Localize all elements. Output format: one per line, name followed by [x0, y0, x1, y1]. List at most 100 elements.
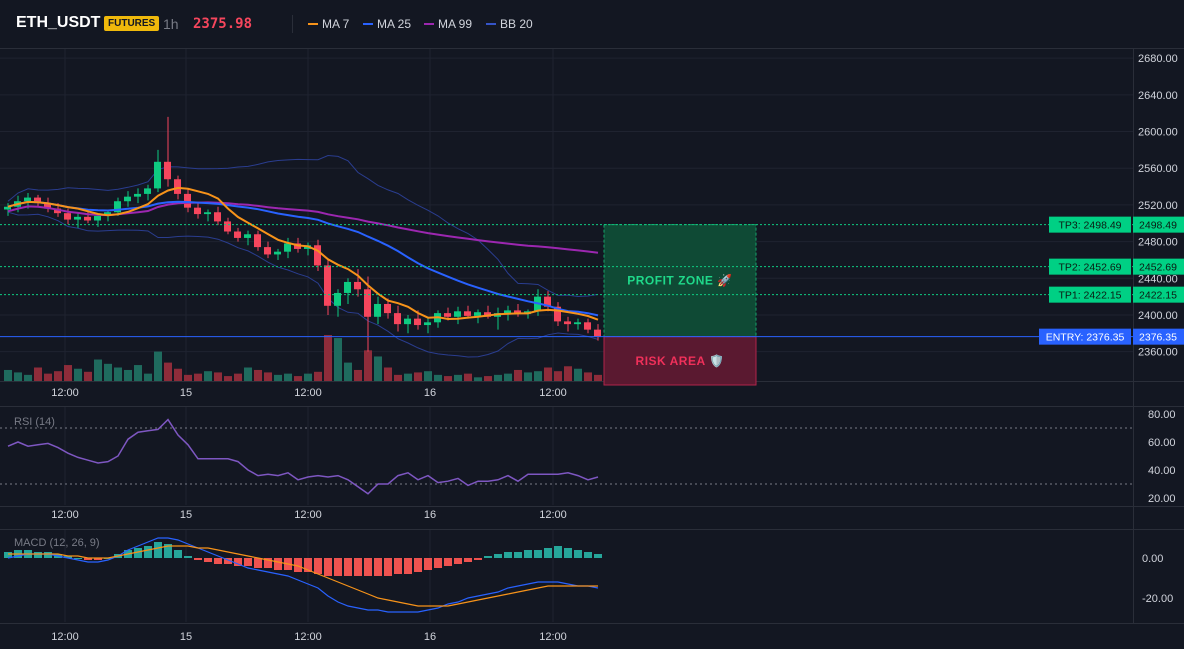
moving-averages	[7, 186, 599, 321]
level-tag-2: TP1: 2422.15	[1058, 290, 1121, 302]
candle-body	[94, 215, 101, 221]
time-tick-2-2: 12:00	[294, 631, 322, 643]
bb-lower	[7, 211, 599, 358]
level-axis-bg-1	[1133, 258, 1184, 275]
time-tick-2-3: 16	[424, 631, 436, 643]
timeframe-label[interactable]: 1h	[163, 16, 179, 32]
volume-bar	[174, 368, 182, 381]
volume-bar	[554, 371, 562, 381]
macd-hist-bar	[494, 554, 502, 558]
bb-upper	[7, 154, 599, 298]
volume-bar	[304, 373, 312, 381]
time-tick-0-4: 12:00	[539, 387, 567, 399]
candle-body	[414, 318, 421, 326]
rsi-pane-bottom	[0, 506, 1184, 507]
candle-body	[34, 197, 41, 204]
legend-label-ma99: MA 99	[438, 17, 473, 31]
candle-body	[444, 313, 451, 317]
volume-bar	[574, 368, 582, 381]
volume-bar	[134, 365, 142, 381]
candle-body	[544, 296, 551, 307]
volume-bar	[584, 372, 592, 381]
volume-bar	[394, 374, 402, 381]
header-border	[0, 48, 1184, 49]
legend-ma7[interactable]: MA 7	[308, 17, 349, 31]
macd-hist-bar	[324, 558, 332, 576]
volume-bar	[334, 338, 342, 381]
macd-hist-bar	[394, 558, 402, 574]
time-tick-2-0: 12:00	[51, 631, 79, 643]
macd-hist-bar	[464, 558, 472, 562]
profit-zone-label: PROFIT ZONE 🚀	[627, 274, 732, 288]
volume-bar	[424, 371, 432, 381]
time-tick-2-4: 12:00	[539, 631, 567, 643]
symbol-title[interactable]: ETH_USDT	[16, 14, 101, 31]
level-axis-label-1: 2452.69	[1139, 262, 1177, 274]
macd-hist-bar	[294, 558, 302, 572]
macd-hist-bar	[154, 542, 162, 558]
volume-bar	[474, 377, 482, 381]
rsi-tick-3: 20.00	[1148, 493, 1176, 505]
candle-body	[174, 179, 181, 194]
legend-bb20[interactable]: BB 20	[486, 17, 533, 31]
volume-bar	[524, 372, 532, 381]
rsi-line	[7, 418, 599, 495]
legend-ma99[interactable]: MA 99	[424, 17, 472, 31]
macd-tick-1: -20.00	[1142, 593, 1173, 605]
volume-bar	[354, 369, 362, 381]
legend-swatch-bb20	[486, 22, 496, 25]
volume-bar	[214, 372, 222, 381]
candle-body	[194, 207, 201, 215]
price-tick-1: 2640.00	[1138, 90, 1178, 102]
macd-hist-bar	[314, 558, 322, 574]
macd-line	[7, 537, 599, 613]
candle-body	[464, 311, 471, 316]
macd-hist-bar	[164, 544, 172, 558]
candle-body	[484, 312, 491, 317]
volume-bar	[54, 371, 62, 381]
volume-bar	[254, 369, 262, 381]
macd-hist-bar	[4, 552, 12, 558]
legend-label-ma7: MA 7	[322, 17, 350, 31]
volume-bar	[64, 365, 72, 381]
candle-body	[224, 221, 231, 232]
time-tick-1-3: 16	[424, 509, 436, 521]
macd-hist-bar	[444, 558, 452, 566]
macd-hist-bar	[504, 552, 512, 558]
candle-body	[554, 306, 561, 322]
volume-bar	[114, 367, 122, 381]
candle-body	[164, 161, 171, 180]
main-pane-bottom	[0, 381, 1184, 382]
volume-bar	[384, 367, 392, 381]
level-tag-bg-0	[1049, 216, 1131, 233]
level-axis-label-2: 2422.15	[1139, 290, 1177, 302]
rsi-title: RSI (14)	[14, 416, 55, 428]
macd-hist-bar	[274, 558, 282, 570]
header-divider	[292, 15, 293, 33]
candle-body	[124, 196, 131, 202]
volume-bar	[274, 374, 282, 381]
macd-hist-bar	[354, 558, 362, 576]
macd-pane-bottom	[0, 623, 1184, 624]
level-axis-bg-0	[1133, 216, 1184, 233]
candle-body	[364, 289, 371, 317]
macd-hist-bar	[534, 550, 542, 558]
volume-bar	[494, 374, 502, 381]
candle-body	[24, 197, 31, 202]
level-tag-bg-1	[1049, 258, 1131, 275]
candle-body	[234, 231, 241, 238]
macd-hist-bar	[584, 552, 592, 558]
volume-bar	[504, 373, 512, 381]
macd-hist-bar	[554, 546, 562, 558]
macd-hist-bar	[334, 558, 342, 576]
legend-ma25[interactable]: MA 25	[363, 17, 411, 31]
candle-body	[54, 208, 61, 214]
macd-hist-bar	[234, 558, 242, 566]
macd-hist-bar	[374, 558, 382, 576]
legend-label-ma25: MA 25	[377, 17, 412, 31]
volume-bar	[414, 372, 422, 381]
macd-title: MACD (12, 26, 9)	[14, 537, 100, 549]
level-axis-bg-2	[1133, 286, 1184, 303]
volume-bar	[4, 369, 12, 381]
